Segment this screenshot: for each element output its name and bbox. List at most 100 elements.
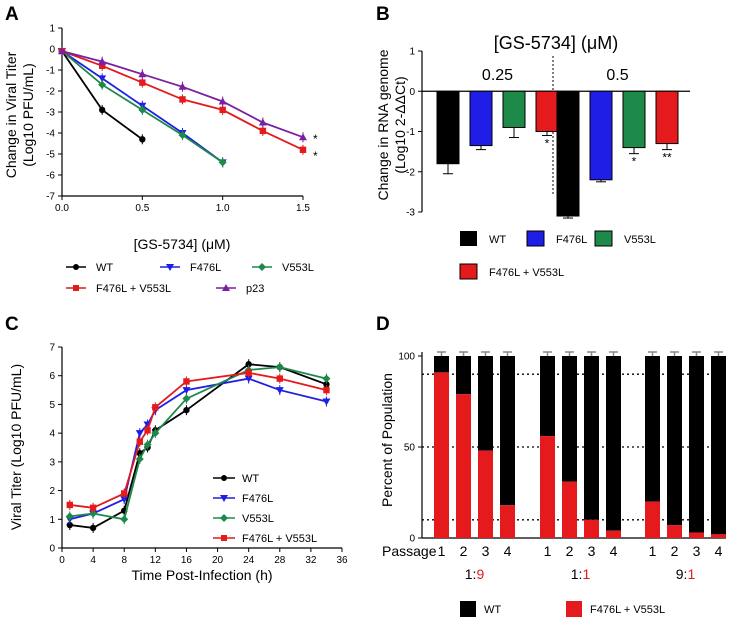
panel-d-bar-wt bbox=[500, 356, 515, 506]
panel-c-point-f476l bbox=[135, 430, 144, 438]
panel-a-point-p23 bbox=[138, 70, 147, 78]
panel-c-ylabel: Viral Titer (Log10 PFU/mL) bbox=[8, 364, 24, 530]
panel-a-point-wt bbox=[139, 136, 146, 143]
panel-c-point-v553l bbox=[89, 509, 98, 518]
panel-c-y-tick-label: 4 bbox=[49, 429, 55, 440]
panel-d-bar-wt bbox=[584, 356, 599, 520]
legend-d-wt: WT bbox=[484, 604, 501, 616]
panel-d-bar-wt bbox=[667, 356, 682, 526]
panel-c-xlabel: Time Post-Infection (h) bbox=[131, 567, 272, 583]
panel-c-point-f476l bbox=[120, 496, 129, 504]
panel-a-y-tick-label: -3 bbox=[46, 108, 55, 119]
panel-a-x-tick-label: 0.0 bbox=[55, 203, 69, 214]
legend-a-double: F476L + V553L bbox=[96, 283, 171, 295]
panel-a-point-v553l bbox=[98, 80, 107, 89]
panel-c-y-tick-label: 6 bbox=[49, 371, 55, 382]
panel-c-point-f476l-v553l bbox=[276, 375, 283, 382]
legend-d-double: F476L + V553L bbox=[590, 604, 665, 616]
panel-d-passage-number: 1 bbox=[438, 543, 446, 559]
legend-b-double: F476L + V553L bbox=[489, 267, 564, 279]
panel-b-bar-f476l-v553l bbox=[655, 90, 679, 145]
panel-d-bar-mutant bbox=[434, 372, 449, 538]
panel-c-point-v553l bbox=[151, 429, 160, 438]
panel-a-point-f476l bbox=[98, 75, 107, 83]
panel-c-point-f476l-v553l bbox=[245, 369, 252, 377]
panel-a-y-tick-label: -1 bbox=[46, 66, 55, 77]
panel-d-ratio-label: 1:9 bbox=[465, 566, 485, 582]
panel-c-point-v553l bbox=[65, 512, 74, 521]
panel-d-y-tick-label: 0 bbox=[409, 534, 415, 545]
panel-c-x-tick-label: 20 bbox=[212, 555, 224, 566]
panel-c-point-f476l-v553l bbox=[89, 504, 97, 511]
panel-a-legend: WT F476L V553L F476L + V553L p23 bbox=[66, 262, 314, 295]
panel-c-point-v553l bbox=[135, 454, 144, 463]
panel-c-point-v553l bbox=[322, 374, 331, 383]
panel-c-y-tick-label: 3 bbox=[49, 457, 55, 468]
panel-d-passage-number: 4 bbox=[715, 543, 723, 559]
panel-d-bar-wt bbox=[434, 356, 449, 373]
panel-d-passage-number: 4 bbox=[610, 543, 618, 559]
panel-d-bar-mutant bbox=[645, 501, 660, 538]
panel-d-bar-mutant bbox=[456, 394, 471, 538]
panel-c-point-wt bbox=[245, 361, 252, 368]
panel-c-point-f476l-v553l bbox=[183, 378, 190, 385]
panel-b-ylabel-2: (Log10 2-ΔΔCt) bbox=[392, 76, 408, 173]
panel-d-legend: WT F476L + V553L bbox=[460, 601, 665, 617]
panel-c-point-f476l-v553l bbox=[152, 404, 159, 411]
panel-d-bar-mutant bbox=[584, 519, 599, 538]
panel-a-x-tick-label: 1.0 bbox=[216, 203, 230, 214]
panel-c-x-tick-label: 0 bbox=[59, 555, 65, 566]
legend-c-v553l: V553L bbox=[242, 513, 274, 525]
panel-d-ratio-right: 1 bbox=[687, 566, 695, 582]
panel-d-bar-mutant bbox=[500, 505, 515, 538]
legend-a-v553l: V553L bbox=[282, 262, 314, 274]
panel-a-sig-mark: * bbox=[313, 132, 318, 146]
panel-b-bar-f476l bbox=[469, 90, 493, 147]
panel-c-point-f476l-v553l bbox=[121, 490, 128, 497]
panel-d-passage-number: 3 bbox=[588, 543, 596, 559]
legend-c-wt: WT bbox=[242, 473, 259, 485]
panel-d-bar-mutant bbox=[711, 534, 726, 538]
panel-a-point-p23 bbox=[258, 118, 267, 126]
panel-d-ratio-right: 1 bbox=[582, 566, 590, 582]
panel-c-point-f476l bbox=[182, 387, 191, 395]
panel-d-passage-label: Passage bbox=[382, 543, 437, 559]
panel-c-point-wt bbox=[323, 381, 330, 388]
panel-d-y-tick-label: 50 bbox=[404, 443, 416, 454]
panel-a-point-p23 bbox=[178, 82, 187, 90]
panel-c-y-tick-label: 5 bbox=[49, 400, 55, 411]
panel-a-point-wt bbox=[98, 106, 106, 114]
panel-a-point-f476l-v553l bbox=[219, 106, 226, 114]
panel-a-x-tick-label: 0.5 bbox=[135, 203, 149, 214]
panel-a-point-f476l-v553l bbox=[139, 79, 146, 86]
panel-c-line-v553l bbox=[69, 366, 327, 521]
panel-b-legend: WT F476L V553L F476L + V553L bbox=[459, 230, 656, 280]
panel-b-bar-wt bbox=[436, 90, 460, 165]
panel-a-point-v553l bbox=[178, 131, 187, 140]
legend-b-v553l: V553L bbox=[624, 234, 656, 246]
panel-d-passage-number: 1 bbox=[649, 543, 657, 559]
panel-c-point-f476l bbox=[322, 398, 331, 406]
panel-c-y-tick-label: 7 bbox=[49, 343, 55, 354]
panel-c-point-wt bbox=[183, 406, 190, 414]
panel-c-point-wt bbox=[66, 521, 73, 529]
panel-a-point-f476l-v553l bbox=[299, 146, 307, 153]
legend-c-f476l: F476L bbox=[242, 493, 273, 505]
panel-a-y-tick-label: -6 bbox=[46, 171, 55, 182]
panel-c-point-f476l-v553l bbox=[136, 438, 143, 445]
panel-c-point-f476l bbox=[275, 387, 284, 395]
panel-c-legend: WT F476L V553L F476L + V553L bbox=[213, 473, 317, 545]
panel-b-group-label: 0.25 bbox=[482, 67, 513, 84]
panel-c-line-f476l-v553l bbox=[69, 371, 327, 509]
panel-d-ratio-label: 9:1 bbox=[676, 566, 696, 582]
panel-c-point-v553l bbox=[275, 363, 284, 372]
panel-b-y-tick-label: 1 bbox=[409, 47, 415, 58]
panel-d-passage-number: 2 bbox=[671, 543, 679, 559]
panel-d-bar-wt bbox=[606, 356, 621, 531]
panel-b-bar-f476l-v553l bbox=[535, 90, 559, 132]
panel-a-sig-mark: * bbox=[313, 149, 318, 163]
panel-b-y-tick-label: 0 bbox=[409, 87, 415, 98]
panel-d-passage-number: 4 bbox=[504, 543, 512, 559]
panel-c-x-tick-label: 32 bbox=[305, 555, 317, 566]
panel-b-y-tick-label: -3 bbox=[406, 208, 415, 219]
